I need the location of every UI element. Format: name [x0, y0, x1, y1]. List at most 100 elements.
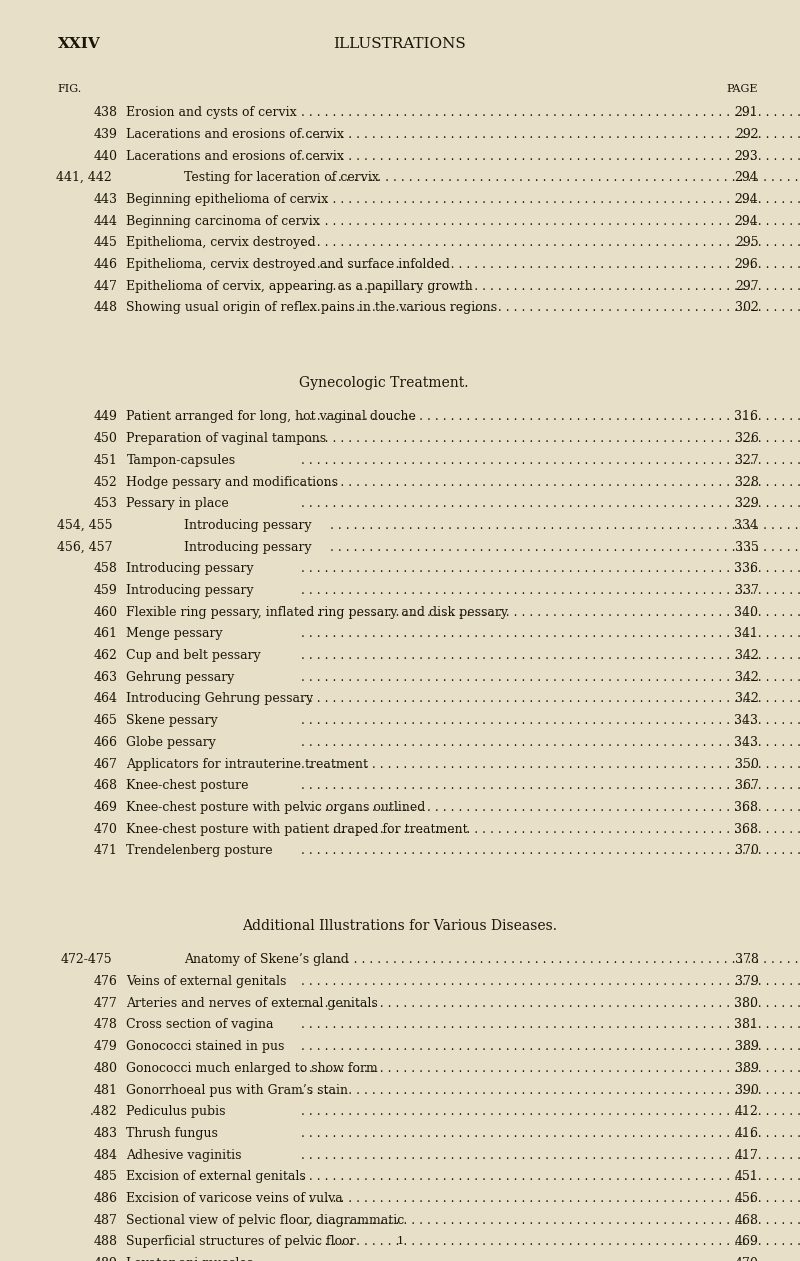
Text: . . . . . . . . . . . . . . . . . . . . . . . . . . . . . . . . . . . . . . . . : . . . . . . . . . . . . . . . . . . . . …: [301, 692, 800, 705]
Text: 416: 416: [734, 1127, 758, 1140]
Text: 448: 448: [94, 301, 118, 314]
Text: 350: 350: [734, 758, 758, 770]
Text: 336: 336: [734, 562, 758, 575]
Text: 456, 457: 456, 457: [57, 541, 112, 554]
Text: 342: 342: [734, 692, 758, 705]
Text: 370: 370: [734, 845, 758, 857]
Text: Excision of varicose veins of vulva: Excision of varicose veins of vulva: [126, 1192, 343, 1206]
Text: 295: 295: [734, 236, 758, 250]
Text: Trendelenberg posture: Trendelenberg posture: [126, 845, 273, 857]
Text: FIG.: FIG.: [58, 84, 82, 95]
Text: Beginning carcinoma of cervix: Beginning carcinoma of cervix: [126, 214, 320, 228]
Text: 443: 443: [94, 193, 118, 206]
Text: . . . . . . . . . . . . . . . . . . . . . . . . . . . . . . . . . . . . . . . . : . . . . . . . . . . . . . . . . . . . . …: [301, 150, 800, 163]
Text: 378: 378: [734, 953, 758, 966]
Text: 389: 389: [734, 1040, 758, 1053]
Text: . . . . . . . . . . . . . . . . . . . . . . . . . . . . . . . . . . . . . . . . : . . . . . . . . . . . . . . . . . . . . …: [301, 454, 800, 467]
Text: . . . . . . . . . . . . . . . . . . . . . . . . . . . . . . . . . . . . . . . . : . . . . . . . . . . . . . . . . . . . . …: [301, 497, 800, 511]
Text: 481: 481: [94, 1083, 118, 1097]
Text: 488: 488: [94, 1236, 118, 1248]
Text: . . . . . . . . . . . . . . . . . . . . . . . . . . . . . . . . . . . . . . . . : . . . . . . . . . . . . . . . . . . . . …: [330, 520, 800, 532]
Text: 329: 329: [734, 497, 758, 511]
Text: 469: 469: [734, 1236, 758, 1248]
Text: 389: 389: [734, 1062, 758, 1074]
Text: 342: 342: [734, 649, 758, 662]
Text: . . . . . . . . . . . . . . . . . . . . . . . . . . . . . . . . . . . . . . . . : . . . . . . . . . . . . . . . . . . . . …: [301, 1257, 800, 1261]
Text: Additional Illustrations for Various Diseases.: Additional Illustrations for Various Dis…: [242, 919, 558, 933]
Text: . . . . . . . . . . . . . . . . . . . . . . . . . . . . . . . . . . . . . . . . : . . . . . . . . . . . . . . . . . . . . …: [301, 411, 800, 424]
Text: 327: 327: [734, 454, 758, 467]
Text: Knee-chest posture with patient draped for treatment: Knee-chest posture with patient draped f…: [126, 822, 468, 836]
Text: 446: 446: [94, 259, 118, 271]
Text: 291: 291: [734, 106, 758, 120]
Text: Gehrung pessary: Gehrung pessary: [126, 671, 234, 683]
Text: Superficial structures of pelvic floor: Superficial structures of pelvic floor: [126, 1236, 356, 1248]
Text: 294: 294: [734, 171, 758, 184]
Text: 368: 368: [734, 801, 758, 813]
Text: . . . . . . . . . . . . . . . . . . . . . . . . . . . . . . . . . . . . . . . . : . . . . . . . . . . . . . . . . . . . . …: [301, 649, 800, 662]
Text: . . . . . . . . . . . . . . . . . . . . . . . . . . . . . . . . . . . . . . . . : . . . . . . . . . . . . . . . . . . . . …: [301, 996, 800, 1010]
Text: Globe pessary: Globe pessary: [126, 736, 216, 749]
Text: . . . . . . . . . . . . . . . . . . . . . . . . . . . . . . . . . . . . . . . . : . . . . . . . . . . . . . . . . . . . . …: [301, 1127, 800, 1140]
Text: 294: 294: [734, 193, 758, 206]
Text: 343: 343: [734, 714, 758, 728]
Text: . . . . . . . . . . . . . . . . . . . . . . . . . . . . . . . . . . . . . . . . : . . . . . . . . . . . . . . . . . . . . …: [301, 127, 800, 141]
Text: . . . . . . . . . . . . . . . . . . . . . . . . . . . . . . . . . . . . . . . . : . . . . . . . . . . . . . . . . . . . . …: [301, 1213, 800, 1227]
Text: 459: 459: [94, 584, 118, 596]
Text: 470: 470: [94, 822, 118, 836]
Text: 334: 334: [734, 520, 758, 532]
Text: 470: 470: [734, 1257, 758, 1261]
Text: 464: 464: [94, 692, 118, 705]
Text: . . . . . . . . . . . . . . . . . . . . . . . . . . . . . . . . . . . . . . . . : . . . . . . . . . . . . . . . . . . . . …: [301, 822, 800, 836]
Text: Arteries and nerves of external genitals: Arteries and nerves of external genitals: [126, 996, 378, 1010]
Text: . . . . . . . . . . . . . . . . . . . . . . . . . . . . . . . . . . . . . . . . : . . . . . . . . . . . . . . . . . . . . …: [301, 801, 800, 813]
Text: 335: 335: [734, 541, 758, 554]
Text: 438: 438: [94, 106, 118, 120]
Text: 469: 469: [94, 801, 118, 813]
Text: 341: 341: [734, 628, 758, 641]
Text: . . . . . . . . . . . . . . . . . . . . . . . . . . . . . . . . . . . . . . . . : . . . . . . . . . . . . . . . . . . . . …: [301, 301, 800, 314]
Text: Lacerations and erosions of cervix: Lacerations and erosions of cervix: [126, 150, 344, 163]
Text: 441, 442: 441, 442: [56, 171, 112, 184]
Text: Cup and belt pessary: Cup and belt pessary: [126, 649, 261, 662]
Text: Lacerations and erosions of cervix: Lacerations and erosions of cervix: [126, 127, 344, 141]
Text: Applicators for intrauterine treatment: Applicators for intrauterine treatment: [126, 758, 368, 770]
Text: Hodge pessary and modifications: Hodge pessary and modifications: [126, 475, 338, 488]
Text: 451: 451: [734, 1170, 758, 1183]
Text: . . . . . . . . . . . . . . . . . . . . . . . . . . . . . . . . . . . . . . . . : . . . . . . . . . . . . . . . . . . . . …: [301, 1062, 800, 1074]
Text: . . . . . . . . . . . . . . . . . . . . . . . . . . . . . . . . . . . . . . . . : . . . . . . . . . . . . . . . . . . . . …: [301, 1192, 800, 1206]
Text: . . . . . . . . . . . . . . . . . . . . . . . . . . . . . . . . . . . . . . . . : . . . . . . . . . . . . . . . . . . . . …: [301, 1236, 800, 1248]
Text: . . . . . . . . . . . . . . . . . . . . . . . . . . . . . . . . . . . . . . . . : . . . . . . . . . . . . . . . . . . . . …: [301, 758, 800, 770]
Text: 484: 484: [94, 1149, 118, 1161]
Text: Skene pessary: Skene pessary: [126, 714, 218, 728]
Text: 340: 340: [734, 605, 758, 619]
Text: 461: 461: [94, 628, 118, 641]
Text: Veins of external genitals: Veins of external genitals: [126, 975, 286, 989]
Text: 292: 292: [734, 127, 758, 141]
Text: . . . . . . . . . . . . . . . . . . . . . . . . . . . . . . . . . . . . . . . . : . . . . . . . . . . . . . . . . . . . . …: [301, 193, 800, 206]
Text: 326: 326: [734, 433, 758, 445]
Text: Patient arranged for long, hot vaginal douche: Patient arranged for long, hot vaginal d…: [126, 411, 416, 424]
Text: 440: 440: [94, 150, 118, 163]
Text: . . . . . . . . . . . . . . . . . . . . . . . . . . . . . . . . . . . . . . . . : . . . . . . . . . . . . . . . . . . . . …: [301, 259, 800, 271]
Text: . . . . . . . . . . . . . . . . . . . . . . . . . . . . . . . . . . . . . . . . : . . . . . . . . . . . . . . . . . . . . …: [301, 280, 800, 293]
Text: 444: 444: [94, 214, 118, 228]
Text: Erosion and cysts of cervix: Erosion and cysts of cervix: [126, 106, 297, 120]
Text: 342: 342: [734, 671, 758, 683]
Text: 379: 379: [734, 975, 758, 989]
Text: . . . . . . . . . . . . . . . . . . . . . . . . . . . . . . . . . . . . . . . . : . . . . . . . . . . . . . . . . . . . . …: [301, 1019, 800, 1031]
Text: Epithelioma of cervix, appearing as a papillary growth: Epithelioma of cervix, appearing as a pa…: [126, 280, 473, 293]
Text: 467: 467: [94, 758, 118, 770]
Text: Beginning epithelioma of cervix: Beginning epithelioma of cervix: [126, 193, 329, 206]
Text: 417: 417: [734, 1149, 758, 1161]
Text: 476: 476: [94, 975, 118, 989]
Text: . . . . . . . . . . . . . . . . . . . . . . . . . . . . . . . . . . . . . . . . : . . . . . . . . . . . . . . . . . . . . …: [301, 236, 800, 250]
Text: Cross section of vagina: Cross section of vagina: [126, 1019, 274, 1031]
Text: . . . . . . . . . . . . . . . . . . . . . . . . . . . . . . . . . . . . . . . . : . . . . . . . . . . . . . . . . . . . . …: [301, 562, 800, 575]
Text: . . . . . . . . . . . . . . . . . . . . . . . . . . . . . . . . . . . . . . . . : . . . . . . . . . . . . . . . . . . . . …: [301, 1083, 800, 1097]
Text: Preparation of vaginal tampons: Preparation of vaginal tampons: [126, 433, 326, 445]
Text: ILLUSTRATIONS: ILLUSTRATIONS: [334, 37, 466, 50]
Text: 316: 316: [734, 411, 758, 424]
Text: 296: 296: [734, 259, 758, 271]
Text: 439: 439: [94, 127, 118, 141]
